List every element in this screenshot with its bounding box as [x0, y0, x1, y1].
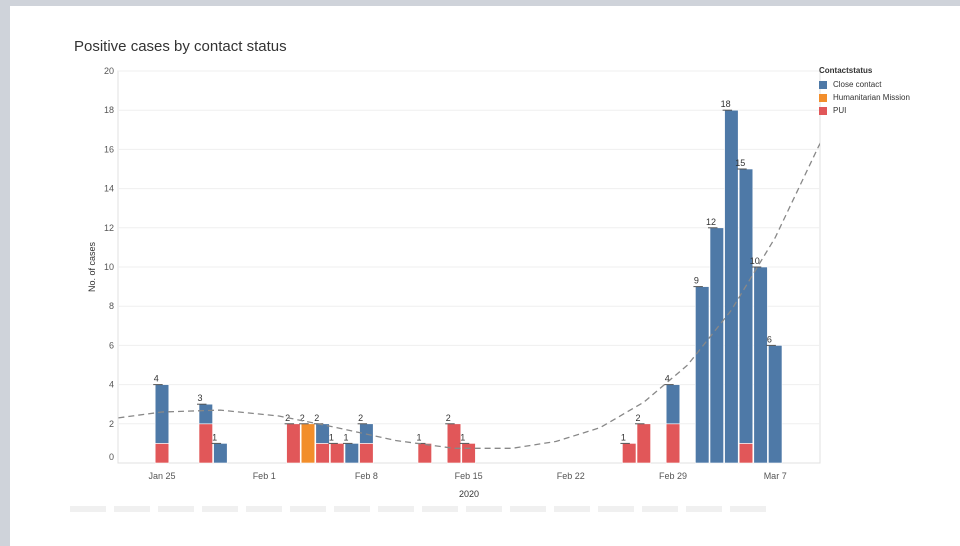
data-label-feb-4: 2 — [300, 413, 305, 423]
data-label-feb-26: 1 — [621, 432, 626, 442]
y-axis-title: No. of cases — [87, 241, 97, 292]
data-label-feb-6: 1 — [329, 432, 334, 442]
data-label-jan-28: 3 — [197, 393, 202, 403]
bar-feb-5-pui — [315, 443, 330, 464]
legend-swatch-pui — [819, 106, 827, 115]
y-tick-label-20: 20 — [104, 66, 114, 76]
legend: Contactstatus Close contact Humanitarian… — [819, 66, 910, 117]
data-label-mar-4: 18 — [721, 99, 731, 109]
blurred-footnote — [70, 506, 770, 512]
data-label-feb-12: 1 — [416, 432, 421, 442]
bar-feb-7-close-contact — [344, 443, 359, 464]
data-label-feb-7: 1 — [343, 432, 348, 442]
data-label-feb-8: 2 — [358, 413, 363, 423]
bar-feb-29-close-contact — [665, 384, 681, 425]
data-label-feb-27: 2 — [635, 413, 640, 423]
legend-label-humanitarian-mission: Humanitarian Mission — [833, 93, 910, 102]
bar-feb-5-close-contact — [315, 423, 330, 444]
bar-feb-12-pui — [417, 443, 432, 464]
y-tick-label-8: 8 — [109, 301, 114, 311]
bar-feb-4-humanitarian-mission — [300, 423, 316, 464]
x-tick-label-jan-25: Jan 25 — [148, 471, 175, 481]
data-label-jan-29: 1 — [212, 432, 217, 442]
legend-label-pui: PUI — [833, 106, 847, 115]
x-axis-title: 2020 — [459, 489, 479, 499]
y-tick-label-14: 14 — [104, 184, 114, 194]
bar-feb-29-pui — [665, 423, 681, 464]
data-label-mar-2: 9 — [694, 276, 699, 286]
y-tick-label-18: 18 — [104, 105, 114, 115]
bar-feb-14-pui — [446, 423, 462, 464]
bar-jan-28-pui — [198, 423, 213, 464]
bar-mar-7-close-contact — [768, 345, 783, 464]
y-tick-label-6: 6 — [109, 340, 114, 350]
bar-jan-25-close-contact — [154, 384, 170, 444]
data-label-mar-3: 12 — [706, 217, 716, 227]
x-tick-label-feb-22: Feb 22 — [557, 471, 585, 481]
bar-mar-2-close-contact — [695, 286, 710, 464]
data-label-mar-7: 6 — [767, 334, 772, 344]
trend-line — [118, 142, 820, 449]
bar-mar-6-close-contact — [753, 266, 768, 464]
bar-feb-27-pui — [636, 423, 651, 464]
bar-feb-8-pui — [359, 443, 374, 464]
bar-jan-25-pui — [154, 443, 170, 464]
legend-item-close-contact[interactable]: Close contact — [819, 78, 910, 91]
legend-label-close-contact: Close contact — [833, 80, 882, 89]
y-tick-label-4: 4 — [109, 380, 114, 390]
x-tick-label-feb-8: Feb 8 — [355, 471, 378, 481]
bar-mar-5-close-contact — [738, 168, 754, 444]
x-tick-label-feb-15: Feb 15 — [455, 471, 483, 481]
bar-feb-6-pui — [330, 443, 345, 464]
bar-feb-26-pui — [622, 443, 637, 464]
data-label-mar-5: 15 — [735, 158, 745, 168]
data-label-feb-5: 2 — [314, 413, 319, 423]
y-tick-label-2: 2 — [109, 419, 114, 429]
legend-swatch-close-contact — [819, 80, 827, 89]
y-tick-label-0: 0 — [109, 452, 114, 462]
bar-feb-15-pui — [461, 443, 476, 464]
data-label-jan-25: 4 — [154, 374, 159, 384]
legend-swatch-humanitarian-mission — [819, 93, 827, 102]
legend-title: Contactstatus — [819, 66, 873, 75]
bar-mar-3-close-contact — [709, 227, 724, 464]
data-label-feb-14: 2 — [446, 413, 451, 423]
bar-jan-29-close-contact — [213, 443, 228, 464]
x-tick-label-mar-7: Mar 7 — [764, 471, 787, 481]
data-label-mar-6: 10 — [750, 256, 760, 266]
data-label-feb-29: 4 — [665, 374, 670, 384]
chart-title: Positive cases by contact status — [74, 38, 287, 55]
legend-item-humanitarian-mission[interactable]: Humanitarian Mission — [819, 91, 910, 104]
bar-mar-5-pui — [738, 443, 754, 464]
bar-feb-3-pui — [286, 423, 301, 464]
y-tick-label-12: 12 — [104, 223, 114, 233]
bar-jan-28-close-contact — [198, 403, 213, 425]
x-tick-label-feb-29: Feb 29 — [659, 471, 687, 481]
y-tick-label-16: 16 — [104, 144, 114, 154]
y-tick-label-10: 10 — [104, 262, 114, 272]
data-label-feb-15: 1 — [460, 432, 465, 442]
legend-item-pui[interactable]: PUI — [819, 104, 910, 117]
x-tick-label-feb-1: Feb 1 — [253, 471, 276, 481]
